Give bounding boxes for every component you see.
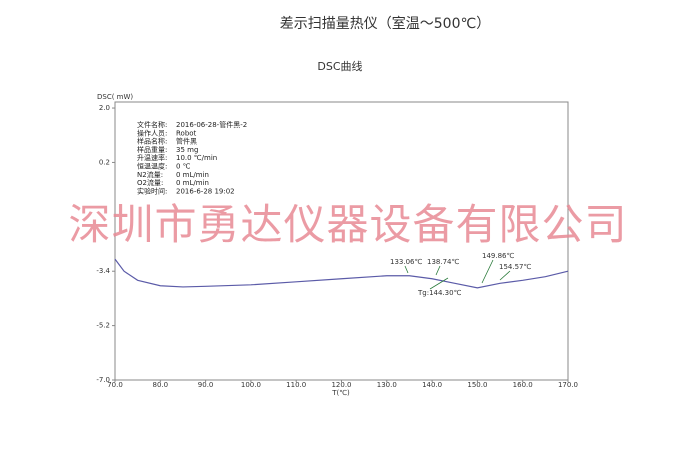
- info-value: 10.0 ℃/min: [176, 154, 217, 162]
- chart-title: 差示扫描量热仪（室温～500℃）: [280, 15, 490, 32]
- x-tick-label: 110.0: [286, 381, 306, 389]
- info-value: 管件黑: [176, 137, 197, 146]
- annotation: 133.06℃: [390, 258, 422, 266]
- info-key: 样品重量:: [137, 145, 167, 154]
- x-tick-label: 80.0: [153, 381, 169, 389]
- y-tick-label: 2.0: [99, 104, 110, 112]
- info-value: 2016-6-28 19:02: [176, 187, 235, 195]
- x-axis-label: T(℃): [331, 389, 350, 397]
- info-value: 0 ℃: [176, 163, 191, 171]
- y-tick-label: -5.2: [96, 322, 110, 330]
- info-key: O2流量:: [137, 178, 163, 187]
- x-tick-label: 120.0: [331, 381, 351, 389]
- x-tick-label: 90.0: [198, 381, 214, 389]
- info-key: 样品名称:: [137, 137, 167, 146]
- y-tick-label: 0.2: [99, 158, 110, 166]
- y-tick-label: -7.0: [96, 376, 110, 384]
- info-key: 实验时间:: [137, 186, 167, 195]
- x-tick-label: 150.0: [467, 381, 487, 389]
- x-tick-label: 170.0: [558, 381, 578, 389]
- x-tick-label: 160.0: [513, 381, 533, 389]
- info-value: 35 mg: [176, 146, 198, 154]
- data-line: [114, 258, 569, 289]
- info-value: Robot: [176, 129, 197, 137]
- info-value: 0 mL/min: [176, 171, 209, 179]
- watermark: 深圳市勇达仪器设备有限公司: [68, 200, 627, 249]
- annotation: Tg:144.30℃: [417, 289, 462, 297]
- x-tick-label: 100.0: [241, 381, 261, 389]
- x-tick-label: 140.0: [422, 381, 442, 389]
- annotation: 149.86℃: [482, 252, 514, 260]
- info-key: 文件名称:: [137, 120, 167, 129]
- info-key: 升温速率:: [137, 153, 167, 162]
- info-value: 2016-06-28-管件黑-2: [176, 120, 247, 129]
- x-tick-label: 70.0: [107, 381, 123, 389]
- y-axis-label: DSC( mW): [97, 93, 133, 101]
- info-value: 0 mL/min: [176, 179, 209, 187]
- annotation: 138.74℃: [427, 258, 459, 266]
- info-key: N2流量:: [137, 170, 163, 179]
- annotation: 154.57℃: [499, 263, 531, 271]
- info-key: 操作人员:: [137, 128, 167, 137]
- annotation-lines: [404, 259, 511, 290]
- chart-subtitle: DSC曲线: [317, 59, 362, 73]
- x-tick-label: 130.0: [377, 381, 397, 389]
- y-tick-label: -3.4: [96, 267, 110, 275]
- info-key: 恒温温度:: [137, 162, 167, 171]
